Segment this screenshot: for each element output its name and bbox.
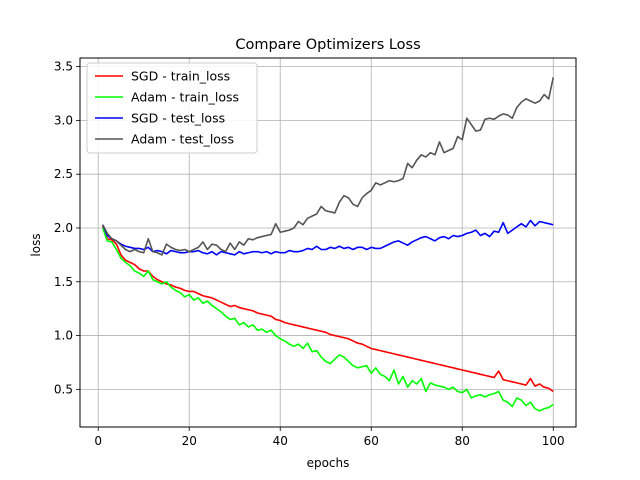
y-tick-label: 2.0 [54,221,73,235]
legend-label-sgd-test-loss: SGD - test_loss [131,111,225,126]
legend: SGD - train_loss Adam - train_loss SGD - t… [86,62,258,154]
x-tick-label: 40 [273,434,288,448]
x-tick-label: 0 [94,434,102,448]
tick-layer: 0 20 40 60 80 100 0.5 1.0 1.5 2.0 2.5 3.0 3.5 [54,60,565,448]
y-tick-label: 1.5 [54,275,73,289]
plot-frame [79,57,577,428]
y-tick-label: 2.5 [54,167,73,181]
x-tick-label: 60 [364,434,379,448]
series-layer [101,77,555,412]
series-line-sgd-test-loss [102,219,554,256]
legend-label-adam-train-loss: Adam - train_loss [131,90,239,105]
legend-items: SGD - train_loss Adam - train_loss SGD - t… [95,69,239,147]
legend-box [86,62,258,154]
y-axis-label: loss [29,233,43,256]
legend-label-adam-test-loss: Adam - test_loss [131,132,234,147]
y-tick-label: 1.0 [54,329,73,343]
x-tick-label: 20 [182,434,197,448]
series-line-sgd-train-loss [101,225,554,393]
chart-title: Compare Optimizers Loss [235,37,420,53]
x-tick-label: 80 [455,434,470,448]
y-tick-label: 3.5 [54,60,73,74]
y-tick-label: 3.0 [54,113,73,127]
y-tick-label: 0.5 [54,382,73,396]
legend-label-sgd-train-loss: SGD - train_loss [131,69,230,84]
x-tick-label: 100 [542,434,565,448]
series-line-adam-test-loss [102,77,555,256]
x-axis-label: epochs [307,456,350,470]
series-line-adam-train-loss [101,227,554,412]
